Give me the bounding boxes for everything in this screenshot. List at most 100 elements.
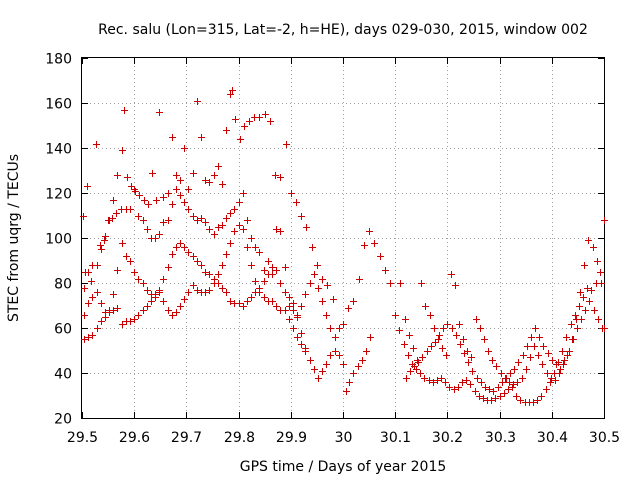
data-point (315, 285, 322, 292)
data-point (455, 384, 462, 391)
data-point (539, 361, 546, 368)
data-point (535, 352, 542, 359)
data-point (459, 379, 466, 386)
data-point (327, 325, 334, 332)
data-point (536, 334, 543, 341)
data-point (443, 352, 450, 359)
data-point (531, 343, 538, 350)
data-point (467, 381, 474, 388)
data-point (396, 327, 403, 334)
data-point (206, 287, 213, 294)
data-point (359, 357, 366, 364)
data-point (448, 271, 455, 278)
data-point (81, 336, 88, 343)
data-point (248, 262, 255, 269)
chart-title: Rec. salu (Lon=315, Lat=-2, h=HE), days … (98, 22, 588, 38)
plot-frame (81, 57, 605, 419)
data-point (469, 368, 476, 375)
data-point (367, 334, 374, 341)
data-point (177, 192, 184, 199)
data-point (499, 379, 506, 386)
data-point (560, 361, 567, 368)
data-point (311, 366, 318, 373)
data-point (601, 217, 608, 224)
data-point (85, 269, 92, 276)
data-point (114, 267, 121, 274)
grid (82, 58, 604, 418)
data-point (457, 341, 464, 348)
data-point (468, 354, 475, 361)
data-point (570, 336, 577, 343)
data-point (382, 267, 389, 274)
data-point (286, 294, 293, 301)
data-point (520, 352, 527, 359)
data-point (501, 390, 508, 397)
data-point (514, 379, 521, 386)
data-point (346, 379, 353, 386)
data-point (227, 240, 234, 247)
data-point (439, 345, 446, 352)
data-point (510, 381, 517, 388)
data-point (350, 298, 357, 305)
data-point (277, 280, 284, 287)
data-point (527, 354, 534, 361)
data-point (177, 177, 184, 184)
data-point (534, 397, 541, 404)
data-point (256, 289, 263, 296)
data-point (119, 321, 126, 328)
data-point (165, 217, 172, 224)
data-point (540, 343, 547, 350)
data-point (572, 312, 579, 319)
data-point (140, 307, 147, 314)
data-point (432, 339, 439, 346)
data-point (340, 361, 347, 368)
data-point (544, 370, 551, 377)
data-point (94, 262, 101, 269)
data-point (355, 363, 362, 370)
data-point (248, 294, 255, 301)
data-point (442, 379, 449, 386)
data-point (336, 325, 343, 332)
data-point (127, 258, 134, 265)
data-point (246, 118, 253, 125)
data-point (265, 271, 272, 278)
data-point (545, 350, 552, 357)
data-point (586, 298, 593, 305)
data-point (123, 253, 130, 260)
y-tick-label: 140 (45, 142, 72, 158)
data-point (497, 393, 504, 400)
data-point (456, 321, 463, 328)
data-point (311, 271, 318, 278)
data-point (595, 316, 602, 323)
data-point (236, 222, 243, 229)
data-point (244, 298, 251, 305)
data-point (549, 357, 556, 364)
data-point (528, 334, 535, 341)
data-point (110, 197, 117, 204)
data-point (145, 201, 152, 208)
data-point (94, 325, 101, 332)
data-point (101, 237, 108, 244)
data-point (343, 388, 350, 395)
data-point (114, 305, 121, 312)
data-point (350, 370, 357, 377)
data-point (81, 285, 88, 292)
data-point (418, 280, 425, 287)
data-point (451, 386, 458, 393)
axis-ticks: 29.5 29.6 29.7 29.8 29.9 30 30.1 30.2 30.3 30.4 30… (45, 52, 620, 447)
data-point (140, 217, 147, 224)
y-tick-label: 180 (45, 52, 72, 68)
data-point (185, 289, 192, 296)
data-point (144, 226, 151, 233)
data-point (131, 186, 138, 193)
data-point (556, 370, 563, 377)
data-point (252, 244, 259, 251)
data-point (498, 370, 505, 377)
data-point (435, 336, 442, 343)
data-point (231, 206, 238, 213)
data-point (505, 386, 512, 393)
data-point (319, 368, 326, 375)
data-point (236, 199, 243, 206)
x-tick-label: 30.5 (589, 430, 620, 446)
